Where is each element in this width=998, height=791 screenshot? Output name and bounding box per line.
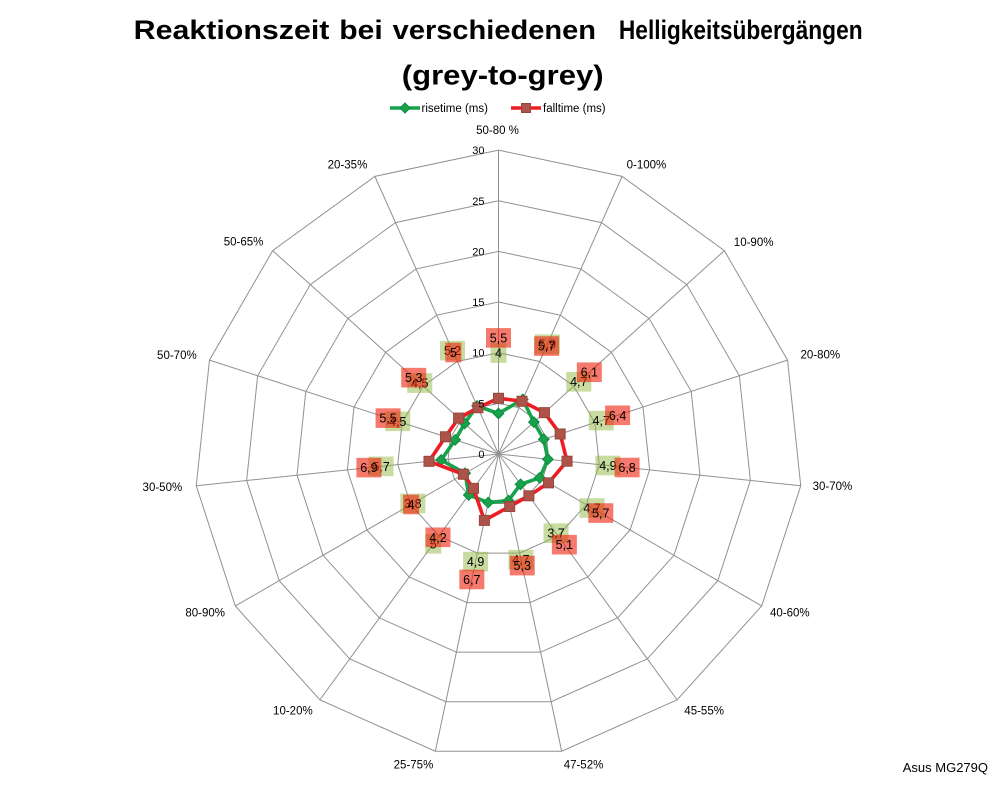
svg-text:6,7: 6,7	[463, 573, 480, 587]
svg-text:5,5: 5,5	[379, 412, 396, 426]
svg-text:verschiedenen: verschiedenen	[393, 15, 596, 45]
svg-text:30-50%: 30-50%	[143, 482, 183, 494]
svg-text:30: 30	[472, 145, 484, 157]
svg-text:4,2: 4,2	[429, 531, 446, 545]
svg-text:20-35%: 20-35%	[328, 160, 368, 172]
svg-text:0-100%: 0-100%	[627, 160, 667, 172]
svg-text:10-90%: 10-90%	[734, 237, 774, 249]
svg-text:Helligkeitsübergängen: Helligkeitsübergängen	[619, 15, 863, 45]
svg-text:5,1: 5,1	[556, 538, 573, 552]
svg-text:6,9: 6,9	[360, 461, 377, 475]
svg-text:25-75%: 25-75%	[394, 760, 434, 772]
svg-text:5,7: 5,7	[592, 507, 609, 521]
svg-text:bei: bei	[339, 15, 383, 45]
svg-text:4: 4	[495, 347, 502, 361]
svg-text:10-20%: 10-20%	[273, 706, 313, 718]
svg-text:5,3: 5,3	[514, 559, 531, 573]
svg-text:6,8: 6,8	[618, 461, 635, 475]
svg-text:20-80%: 20-80%	[801, 350, 841, 362]
svg-text:45-55%: 45-55%	[684, 706, 724, 718]
svg-text:50-65%: 50-65%	[224, 237, 264, 249]
svg-text:50-70%: 50-70%	[157, 350, 197, 362]
svg-text:20: 20	[472, 246, 484, 258]
svg-text:4,9: 4,9	[467, 555, 484, 569]
svg-text:5,3: 5,3	[405, 371, 422, 385]
svg-text:80-90%: 80-90%	[185, 608, 225, 620]
svg-text:15: 15	[472, 297, 484, 309]
svg-text:4,9: 4,9	[599, 459, 616, 473]
svg-text:40-60%: 40-60%	[770, 608, 810, 620]
svg-text:4: 4	[408, 498, 415, 512]
svg-text:50-80 %: 50-80 %	[476, 125, 519, 137]
svg-text:30-70%: 30-70%	[813, 481, 853, 493]
svg-text:25: 25	[472, 196, 484, 208]
svg-text:Reaktionszeit: Reaktionszeit	[134, 15, 330, 45]
svg-text:6,1: 6,1	[581, 366, 598, 380]
svg-text:falltime (ms): falltime (ms)	[543, 103, 606, 115]
svg-text:5,5: 5,5	[490, 331, 507, 345]
svg-text:5: 5	[478, 398, 484, 410]
svg-text:10: 10	[472, 348, 484, 360]
svg-text:5,7: 5,7	[538, 340, 555, 354]
svg-text:6,4: 6,4	[609, 409, 626, 423]
svg-text:Asus MG279Q: Asus MG279Q	[903, 760, 988, 775]
svg-text:risetime (ms): risetime (ms)	[422, 103, 489, 115]
svg-text:(grey-to-grey): (grey-to-grey)	[402, 60, 604, 91]
svg-text:5: 5	[450, 346, 457, 360]
svg-text:0: 0	[478, 449, 484, 461]
svg-text:47-52%: 47-52%	[564, 760, 604, 772]
